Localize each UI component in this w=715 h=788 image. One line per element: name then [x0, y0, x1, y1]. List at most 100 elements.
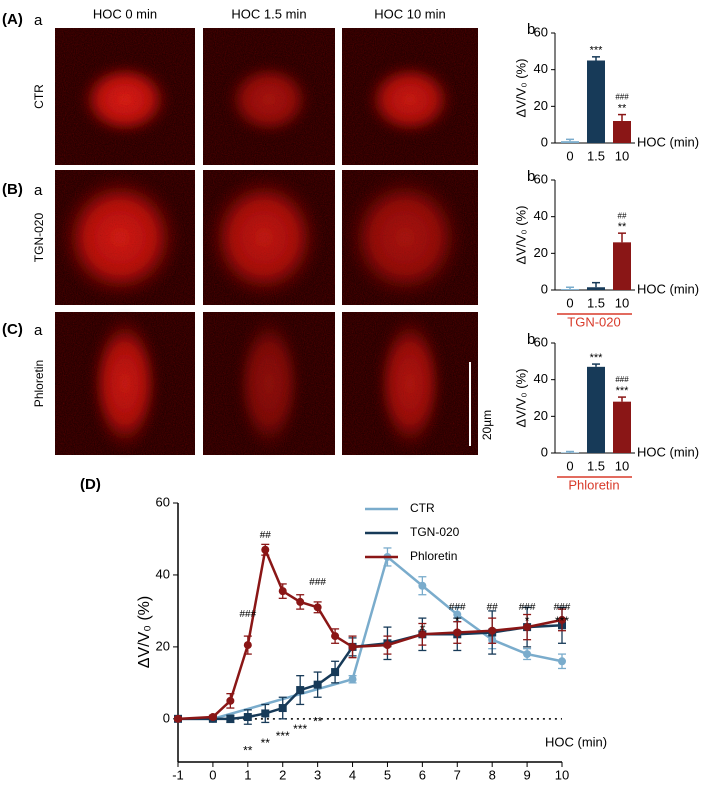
point [348, 642, 357, 651]
significance-mark: *** [276, 729, 290, 743]
micrograph-noise [55, 312, 195, 455]
x-tick-label: 6 [419, 767, 426, 782]
significance-mark: ### [615, 93, 629, 102]
x-axis-label: HOC (min) [637, 134, 699, 149]
significance-mark: * [455, 614, 460, 628]
bar [587, 60, 605, 143]
micrograph-noise [203, 170, 335, 305]
row-label: Phloretin [32, 360, 46, 407]
bar [613, 121, 631, 143]
x-tick-label: 4 [349, 767, 356, 782]
micrograph-noise [342, 170, 478, 305]
y-tick-label: 60 [534, 334, 548, 349]
x-tick-label: 9 [523, 767, 530, 782]
x-tick-label: -1 [172, 767, 184, 782]
point [523, 650, 532, 659]
significance-mark: ** [261, 736, 271, 750]
bar [561, 452, 579, 453]
x-axis-label: HOC (min) [637, 281, 699, 296]
y-tick-label: 40 [534, 371, 548, 386]
point [383, 641, 392, 650]
point [558, 615, 566, 624]
panel-sublabel: a [34, 322, 43, 339]
point [226, 696, 235, 705]
bar [587, 366, 605, 453]
micrograph-noise [55, 170, 195, 305]
x-tick-label: 1 [244, 767, 251, 782]
x-tick-label: 2 [279, 767, 286, 782]
x-tick-label: 10 [615, 295, 629, 310]
panel-label: b [527, 168, 535, 185]
x-tick-label: 8 [489, 767, 496, 782]
bar [587, 287, 605, 290]
panel-sublabel: a [34, 182, 43, 199]
point [313, 603, 322, 612]
micrograph-noise [203, 28, 335, 165]
x-tick-label: 10 [615, 458, 629, 473]
significance-mark: # [420, 624, 426, 635]
micrograph-noise [203, 312, 335, 455]
significance-mark: ### [554, 602, 571, 613]
point [418, 581, 427, 590]
y-tick-label: 40 [156, 566, 170, 581]
y-tick-label: 0 [163, 710, 170, 725]
significance-mark: ### [449, 602, 466, 613]
significance-mark: ## [260, 530, 272, 541]
x-tick-label: 0 [209, 767, 216, 782]
significance-mark: ### [615, 375, 629, 384]
panel-label: b [527, 331, 535, 348]
y-tick-label: 0 [541, 281, 548, 296]
point [243, 713, 252, 722]
column-header: HOC 1.5 min [231, 6, 306, 21]
panel-label: (C) [2, 321, 23, 338]
point [296, 597, 305, 606]
y-axis-label: ΔV/V₀ (%) [513, 369, 528, 428]
x-tick-label: 1.5 [587, 295, 605, 310]
significance-mark: ** [243, 743, 253, 757]
y-tick-label: 0 [541, 134, 548, 149]
y-tick-label: 0 [541, 444, 548, 459]
bar [613, 242, 631, 290]
series-line [177, 545, 563, 721]
significance-mark: *** [590, 45, 604, 57]
column-header: HOC 0 min [93, 6, 157, 21]
x-tick-label: 5 [384, 767, 391, 782]
row-label: CTR [32, 84, 46, 109]
significance-mark: ** [618, 221, 627, 233]
x-tick-label: 0 [566, 148, 573, 163]
y-tick-label: 60 [534, 24, 548, 39]
point [453, 610, 462, 619]
point [174, 714, 182, 723]
significance-mark: * [525, 614, 530, 628]
x-axis-label: HOC (min) [637, 444, 699, 459]
significance-mark: *** [555, 614, 569, 628]
x-tick-label: 10 [555, 767, 569, 782]
point [243, 641, 252, 650]
y-tick-label: 20 [534, 408, 548, 423]
point [488, 626, 497, 635]
series-line [178, 624, 563, 721]
bar [561, 289, 579, 290]
x-tick-label: 10 [615, 148, 629, 163]
point [208, 713, 217, 722]
group-label: TGN-020 [567, 314, 620, 329]
point [278, 587, 287, 596]
point [331, 632, 340, 641]
bar [561, 141, 579, 143]
y-tick-label: 40 [534, 208, 548, 223]
legend-label: TGN-020 [410, 525, 460, 539]
y-tick-label: 60 [156, 494, 170, 509]
significance-mark: *** [590, 352, 604, 364]
significance-mark: ### [239, 609, 256, 620]
significance-mark: ### [309, 577, 326, 588]
y-tick-label: 20 [534, 98, 548, 113]
point [261, 545, 270, 554]
column-header: HOC 10 min [374, 6, 446, 21]
y-tick-label: 20 [156, 638, 170, 653]
significance-mark: *** [293, 722, 307, 736]
x-tick-label: 1.5 [587, 458, 605, 473]
point [558, 657, 566, 666]
point [418, 630, 427, 639]
micrograph-noise [342, 28, 478, 165]
